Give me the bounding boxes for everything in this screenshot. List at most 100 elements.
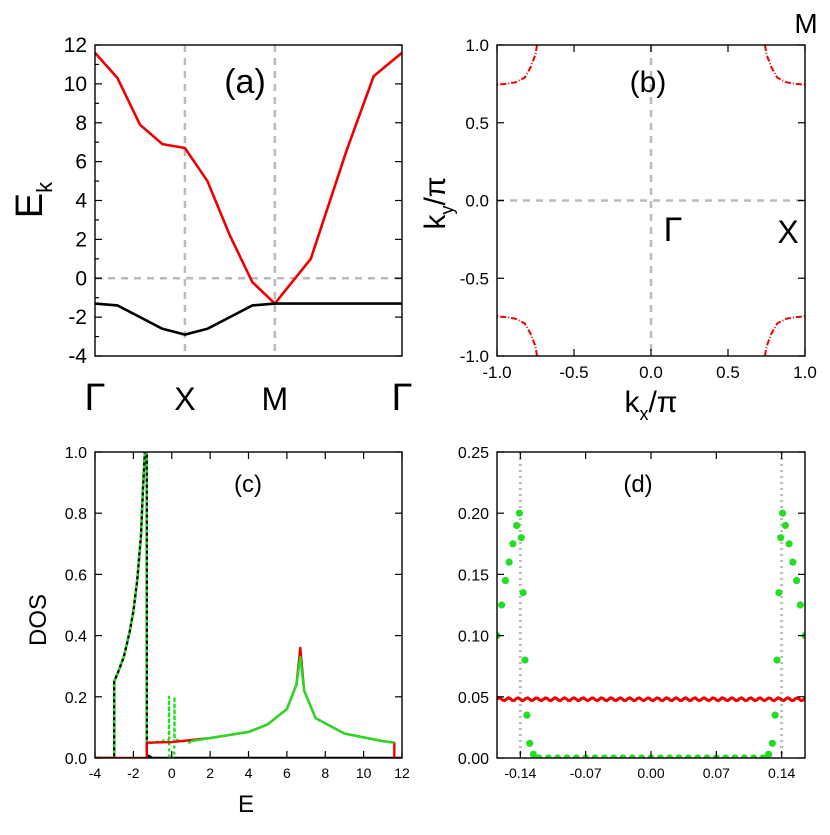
x-tick-label: 4 [245, 765, 253, 781]
dos-point-green [789, 558, 797, 566]
dos-point-green [572, 754, 580, 758]
x-axis-label-tail: /π [648, 386, 677, 419]
dos-point-green [694, 754, 702, 758]
x-tick-label: -2 [127, 765, 140, 781]
x-tick-label: 2 [206, 765, 214, 781]
y-tick-label: 0.6 [65, 567, 87, 584]
dos-point-green [796, 601, 804, 609]
y-axis-label: ky/π [419, 176, 457, 229]
y-tick-label: 8 [75, 112, 87, 135]
dos-point-green [675, 754, 683, 758]
y-tick-label: 12 [64, 34, 87, 57]
x-axis-label-sub: x [639, 404, 648, 424]
y-axis-label: DOS [25, 594, 52, 646]
panel-c: -4 -2 0 2 4 6 8 10 12 0.0 0.2 0.4 0.6 0.8 1.0 (c) E DOS [25, 445, 410, 818]
dos-series-3 [190, 655, 395, 744]
plot-area [497, 452, 805, 758]
y-tick-label: 0.8 [65, 506, 87, 523]
y-tick-label: -4 [68, 345, 87, 368]
y-tick-label: 2 [75, 228, 87, 251]
dos-point-green [684, 754, 692, 758]
panel-a: -4 -2 0 2 4 6 8 10 12 Γ X M Γ (a) Ek [9, 34, 412, 419]
dos-point-green [771, 711, 779, 719]
y-tick-label: 0.10 [458, 629, 489, 646]
y-axis-label-sub: y [437, 206, 457, 215]
y-tick-label: 0.2 [65, 690, 87, 707]
dos-point-green [498, 601, 506, 609]
x-tick-label: 1.0 [793, 363, 817, 382]
panel-b: -1.0-1.0 -0.5 -0.5 0.0 0.0 0.5 0.5 1.0 1.0 (b) Γ Xk… [419, 36, 817, 424]
y-axis-label-main: k [419, 214, 452, 230]
y-tick-label: 1.0 [65, 445, 87, 462]
plot-area [95, 45, 402, 356]
dos-point-green [759, 754, 767, 758]
dos-point-green [591, 754, 599, 758]
x-tick-label: 8 [321, 765, 329, 781]
x-point-label: X [777, 214, 798, 250]
dos-point-green [526, 739, 534, 747]
y-axis-label-sub: k [32, 181, 57, 193]
dos-point-green [768, 739, 776, 747]
plot-area [95, 452, 402, 758]
dos-series-1 [95, 452, 192, 758]
y-tick-label: 0.05 [458, 690, 489, 707]
x-axis-label-main: k [624, 386, 640, 419]
dos-point-green [554, 754, 562, 758]
y-tick-label: 0.5 [465, 114, 489, 133]
x-tick-label: 12 [394, 765, 410, 781]
fermi-surface-arc-1 [497, 45, 539, 86]
y-tick-label: -1.0 [460, 347, 489, 366]
y-tick-label: 0.25 [458, 445, 489, 462]
y-tick-label: 0.00 [458, 751, 489, 768]
y-axis-label-main: E [9, 193, 51, 218]
dos-point-green [628, 754, 636, 758]
y-tick-label: 4 [75, 190, 87, 213]
dos-point-green [777, 534, 785, 542]
x-tick-label: 0 [168, 765, 176, 781]
x-tick-label: -1.0 [482, 363, 511, 382]
panel-label: (a) [224, 63, 266, 101]
gamma-point-label: Γ [664, 211, 683, 249]
fermi-surface-arc-0 [763, 45, 805, 86]
x-tick-label: 0.00 [637, 765, 664, 781]
dos-line-red [497, 696, 805, 703]
dos-point-green [793, 576, 801, 585]
x-symmetry-label: Γ [85, 377, 106, 419]
dos-point-green [750, 754, 758, 758]
y-tick-label: 0 [75, 267, 87, 290]
x-tick-label: 0.5 [716, 363, 740, 382]
dos-point-green [703, 754, 711, 758]
dos-point-green [600, 754, 608, 758]
panel-label: (d) [623, 471, 652, 498]
y-tick-label: 10 [64, 73, 87, 96]
dos-point-green [521, 656, 529, 664]
corner-label: M [794, 8, 817, 39]
panel-label: (b) [630, 66, 667, 99]
plot-area [497, 45, 805, 356]
dos-point-green [779, 509, 787, 517]
dos-point-green [501, 576, 509, 585]
panel-label: (c) [234, 471, 262, 498]
dos-series-2 [95, 646, 402, 758]
x-symmetry-label: M [262, 381, 289, 417]
x-tick-label: -0.14 [504, 765, 536, 781]
y-tick-label: -0.5 [460, 269, 489, 288]
x-tick-label: -0.5 [559, 363, 588, 382]
fermi-surface-arc-3 [497, 315, 539, 356]
dos-point-green [773, 656, 781, 664]
dos-point-green [740, 754, 748, 758]
dos-point-green [775, 589, 783, 597]
y-tick-label: 0.0 [465, 192, 489, 211]
dos-point-green [505, 558, 513, 566]
x-tick-label: 10 [356, 765, 372, 781]
y-tick-label: 6 [75, 151, 87, 174]
series-line-upper-band [95, 51, 402, 305]
y-axis-label-tail: /π [419, 176, 452, 205]
dos-point-green [638, 754, 646, 758]
dos-point-green [731, 754, 739, 758]
dos-point-green [781, 521, 790, 530]
y-tick-label: 0.0 [65, 751, 87, 768]
dos-point-green [544, 754, 552, 758]
